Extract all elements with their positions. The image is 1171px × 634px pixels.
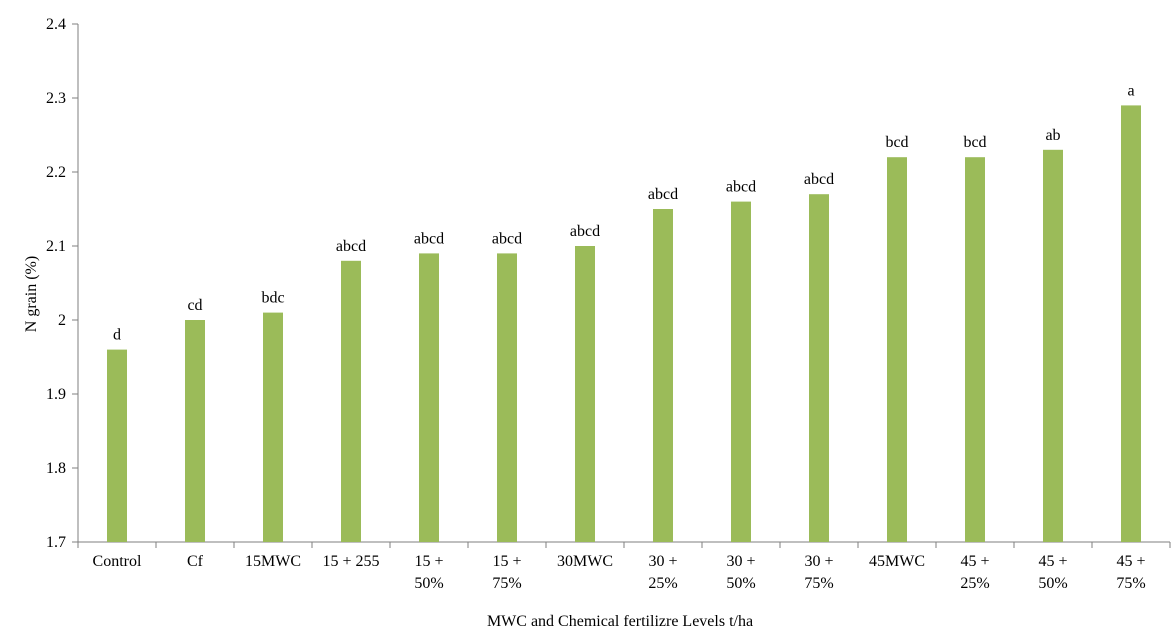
x-category-label-line: 75% [1116, 575, 1145, 592]
x-category-label-line: 45 + [1038, 553, 1067, 570]
x-category-label-line: 45MWC [869, 553, 925, 570]
x-category-label-line: 75% [492, 575, 521, 592]
y-tick-label: 2.3 [46, 90, 66, 107]
x-category-label: 30MWC [557, 553, 613, 570]
x-category-label: 15 + 75% [492, 553, 521, 592]
bar-data-label: abcd [570, 223, 600, 240]
category-labels-group: Control Cf 15MWC 15 + 255 15 + 50% 15 + 75% 30MW… [93, 553, 1146, 592]
bar [263, 312, 283, 542]
bar [575, 246, 595, 542]
bar-data-label: abcd [414, 230, 444, 247]
x-category-label: 15 + 255 [322, 553, 379, 570]
x-category-label: 15 + 50% [414, 553, 443, 592]
x-category-label-line: 50% [1038, 575, 1067, 592]
bar [731, 201, 751, 542]
bar [341, 260, 361, 542]
bar-data-label: ab [1045, 127, 1060, 144]
bar-data-label: cd [187, 297, 202, 314]
bar-data-label: abcd [804, 171, 834, 188]
bar [653, 209, 673, 542]
x-category-label-line: 30MWC [557, 553, 613, 570]
y-axis: 1.7 1.8 1.9 2 2.1 2.2 2.3 2.4 [46, 16, 79, 551]
bar [419, 253, 439, 542]
x-category-label: 30 + 75% [804, 553, 833, 592]
y-axis-title: N grain (%) [23, 256, 40, 332]
y-tick-label: 1.7 [46, 534, 66, 551]
bar-data-label: abcd [648, 186, 678, 203]
x-category-label-line: Control [93, 553, 142, 570]
x-category-label-line: 30 + [648, 553, 677, 570]
x-category-label: 15MWC [245, 553, 301, 570]
x-category-label-line: 45 + [960, 553, 989, 570]
bar [1043, 149, 1063, 543]
bar-data-label: abcd [492, 230, 522, 247]
x-category-label: 45 + 75% [1116, 553, 1145, 592]
bars-group [107, 105, 1141, 543]
x-category-label-line: 30 + [804, 553, 833, 570]
data-labels-group: d cd bdc abcd abcd abcd abcd abcd abcd abcd bcd bcd… [113, 82, 1135, 343]
x-category-label-line: 25% [648, 575, 677, 592]
bar [497, 253, 517, 542]
x-category-label: 30 + 25% [648, 553, 677, 592]
y-tick-label: 2.1 [46, 238, 66, 255]
x-category-label-line: 15MWC [245, 553, 301, 570]
bar-data-label: d [113, 327, 121, 344]
y-tick-label: 1.8 [46, 460, 66, 477]
x-category-label-line: 15 + [414, 553, 443, 570]
x-category-label-line: 50% [414, 575, 443, 592]
y-tick-label: 2.2 [46, 164, 66, 181]
x-category-label: Control [93, 553, 142, 570]
bar [887, 157, 907, 542]
bar [809, 194, 829, 542]
bar-data-label: abcd [726, 179, 756, 196]
x-axis [77, 541, 1171, 548]
x-category-label-line: 15 + [492, 553, 521, 570]
bar [965, 157, 985, 542]
x-category-label-line: 30 + [726, 553, 755, 570]
bar-data-label: bdc [261, 290, 284, 307]
x-category-label-line: Cf [187, 553, 204, 570]
bar [185, 320, 205, 542]
x-category-label-line: 50% [726, 575, 755, 592]
x-category-label: 30 + 50% [726, 553, 755, 592]
bar [1121, 105, 1141, 543]
x-category-label-line: 45 + [1116, 553, 1145, 570]
y-tick-label: 1.9 [46, 386, 66, 403]
y-tick-label: 2.4 [46, 16, 66, 33]
bar-data-label: abcd [336, 238, 366, 255]
bar-data-label: bcd [885, 134, 908, 151]
x-category-label: 45 + 25% [960, 553, 989, 592]
x-category-label: 45MWC [869, 553, 925, 570]
x-category-label: Cf [187, 553, 204, 570]
bar-data-label: a [1127, 82, 1134, 99]
x-axis-title: MWC and Chemical fertilizre Levels t/ha [487, 613, 753, 630]
bar [107, 349, 127, 542]
bar-data-label: bcd [963, 134, 986, 151]
x-category-label-line: 25% [960, 575, 989, 592]
x-category-label-line: 75% [804, 575, 833, 592]
x-category-label: 45 + 50% [1038, 553, 1067, 592]
x-category-label-line: 15 + 255 [322, 553, 379, 570]
y-tick-label: 2 [58, 312, 66, 329]
